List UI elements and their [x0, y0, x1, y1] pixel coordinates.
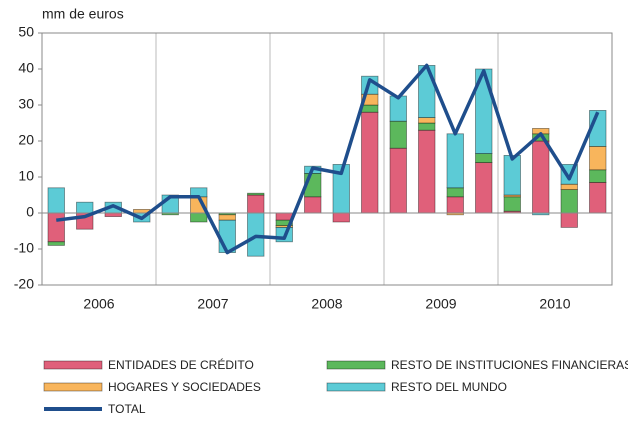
y-tick-label: 20: [18, 132, 34, 148]
y-tick-label: 40: [18, 60, 34, 76]
bar-segment: [560, 212, 578, 228]
legend-label: TOTAL: [108, 402, 146, 416]
x-group-label: 2008: [311, 296, 342, 312]
legend-label: ENTIDADES DE CRÉDITO: [108, 357, 254, 372]
bar-segment: [361, 111, 379, 214]
bar-segment: [76, 201, 94, 214]
bar-segment: [475, 68, 493, 154]
bar-segment: [446, 196, 464, 214]
bar-segment: [275, 219, 293, 226]
y-tick-label: 10: [18, 168, 34, 184]
y-tick-label: 50: [18, 24, 34, 40]
x-group-label: 2009: [425, 296, 456, 312]
bar-segment: [275, 212, 293, 221]
legend-label: RESTO DEL MUNDO: [391, 380, 507, 394]
bar-segment: [332, 212, 350, 223]
legend-swatch: [43, 360, 103, 370]
bar-segment: [247, 192, 265, 196]
legend-swatch: [326, 360, 386, 370]
bar-segment: [560, 183, 578, 190]
y-unit-label: mm de euros: [42, 6, 124, 22]
bar-segment: [389, 120, 407, 149]
plot-frame: [41, 32, 613, 286]
legend-label: HOGARES Y SOCIEDADES: [108, 380, 261, 394]
y-tick-label: -10: [14, 240, 34, 256]
bar-segment: [446, 187, 464, 198]
total-line: [56, 63, 600, 255]
bar-segment: [361, 104, 379, 113]
bar-segment: [503, 154, 521, 196]
y-tick-label: -20: [14, 276, 34, 292]
x-group-label: 2010: [539, 296, 570, 312]
bar-segment: [218, 214, 236, 221]
y-tick-label: 30: [18, 96, 34, 112]
bar-segment: [247, 212, 265, 257]
bar-segment: [475, 153, 493, 164]
bar-segment: [47, 187, 65, 214]
bar-segment: [589, 169, 607, 183]
bar-segment: [104, 212, 122, 217]
bar-segment: [532, 140, 550, 214]
bar-segment: [446, 133, 464, 189]
bar-segment: [247, 194, 265, 214]
bar-segment: [418, 129, 436, 214]
legend-label: RESTO DE INSTITUCIONES FINANCIERAS: [391, 358, 628, 372]
bar-segment: [475, 162, 493, 214]
bar-segment: [304, 196, 322, 214]
y-tick-label: 0: [26, 204, 34, 220]
bar-segment: [47, 241, 65, 246]
bar-segment: [389, 147, 407, 214]
x-group-label: 2007: [197, 296, 228, 312]
bar-segment: [418, 122, 436, 131]
bar-segment: [47, 212, 65, 243]
x-group-label: 2006: [83, 296, 114, 312]
bar-segment: [589, 181, 607, 214]
bar-segment: [190, 212, 208, 223]
legend-swatch: [326, 382, 386, 392]
bar-segment: [389, 95, 407, 122]
bar-segment: [503, 196, 521, 212]
bar-segment: [589, 145, 607, 171]
bar-segment: [560, 189, 578, 214]
legend-swatch: [43, 382, 103, 392]
bar-segment: [418, 117, 436, 124]
